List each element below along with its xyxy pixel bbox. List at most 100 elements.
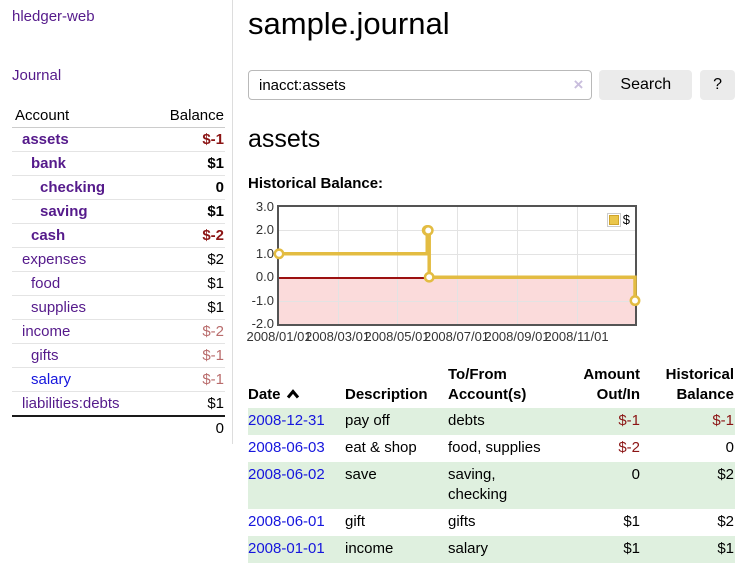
- account-balance: $-2: [202, 323, 224, 340]
- transaction-date-link[interactable]: 2008-06-03: [248, 439, 325, 456]
- chart-plot-area: $: [273, 205, 641, 326]
- account-link-salary[interactable]: salary: [31, 371, 72, 388]
- clear-search-icon[interactable]: ×: [573, 75, 584, 94]
- historical-balance-chart: 3.0 2.0 1.0 0.0 -1.0 -2.0: [246, 199, 735, 346]
- transaction-balance: $2: [717, 513, 734, 530]
- account-row: gifts $-1: [12, 344, 225, 368]
- transaction-amount: $-2: [618, 439, 640, 456]
- balance-line-series: [273, 224, 641, 307]
- account-row: cash $-2: [12, 224, 225, 248]
- account-row: saving $1: [12, 200, 225, 224]
- y-tick-label: -2.0: [251, 316, 274, 331]
- account-balance: $2: [207, 251, 224, 268]
- transaction-description: gift: [345, 513, 366, 530]
- account-link-liabilities-debts[interactable]: liabilities:debts: [22, 395, 120, 412]
- accounts-header-balance: Balance: [150, 104, 225, 128]
- sort-ascending-icon: [286, 389, 299, 399]
- register-row: 2008-12-31 pay off debts $-1 $-1: [248, 408, 735, 435]
- data-point-marker: [273, 248, 285, 260]
- transaction-accounts: food, supplies: [448, 439, 541, 456]
- x-tick-label: 2008/05/01: [364, 329, 430, 344]
- accounts-balance-table: Account Balance assets $-1 bank $1 check…: [12, 104, 225, 440]
- accounts-total-value: 0: [150, 415, 225, 440]
- chart-heading: Historical Balance:: [248, 175, 384, 192]
- account-link-cash[interactable]: cash: [31, 227, 66, 244]
- transaction-date-link[interactable]: 2008-12-31: [248, 412, 325, 429]
- gridline: [517, 207, 518, 324]
- account-link-saving[interactable]: saving: [40, 203, 88, 220]
- register-header-balance: Historical Balance: [665, 366, 734, 403]
- account-link-income[interactable]: income: [22, 323, 71, 340]
- x-tick-label: 2008/09/01: [484, 329, 550, 344]
- gridline: [279, 253, 635, 255]
- account-balance: $-1: [202, 371, 224, 388]
- transaction-date-link[interactable]: 2008-01-01: [248, 540, 325, 557]
- account-balance: $-1: [202, 347, 224, 364]
- account-balance: $-2: [202, 227, 224, 244]
- register-row: 2008-06-02 save saving, checking 0 $2: [248, 462, 735, 509]
- account-row: salary $-1: [12, 368, 225, 392]
- search-button[interactable]: Search: [599, 70, 693, 100]
- account-balance: $1: [207, 155, 224, 172]
- account-link-gifts[interactable]: gifts: [31, 347, 59, 364]
- transaction-date-link[interactable]: 2008-06-01: [248, 513, 325, 530]
- transaction-description: pay off: [345, 412, 390, 429]
- transaction-balance: $2: [717, 466, 734, 483]
- transaction-accounts: gifts: [448, 513, 476, 530]
- help-button[interactable]: ?: [700, 70, 735, 100]
- register-row: 2008-06-03 eat & shop food, supplies $-2…: [248, 435, 735, 462]
- register-row: 2008-06-01 gift gifts $1 $2: [248, 509, 735, 536]
- account-row: supplies $1: [12, 296, 225, 320]
- register-header-amount: Amount Out/In: [583, 366, 640, 403]
- gridline: [279, 300, 635, 302]
- account-balance: 0: [215, 179, 224, 196]
- account-row: expenses $2: [12, 248, 225, 272]
- account-balance: $1: [207, 275, 224, 292]
- transaction-amount: $1: [623, 540, 640, 557]
- data-point-marker: [422, 224, 434, 236]
- register-header-date[interactable]: Date: [248, 363, 345, 408]
- transaction-description: eat & shop: [345, 439, 417, 456]
- account-link-expenses[interactable]: expenses: [22, 251, 87, 268]
- gridline: [576, 207, 578, 324]
- page-title: sample.journal: [248, 6, 450, 41]
- account-row: bank $1: [12, 152, 225, 176]
- account-link-checking[interactable]: checking: [40, 179, 106, 196]
- account-row: checking 0: [12, 176, 225, 200]
- account-link-bank[interactable]: bank: [31, 155, 67, 172]
- transaction-accounts: debts: [448, 412, 485, 429]
- transaction-date-link[interactable]: 2008-06-02: [248, 466, 325, 483]
- transaction-amount: $-1: [618, 412, 640, 429]
- account-balance: $1: [207, 203, 224, 220]
- account-balance: $-1: [202, 131, 224, 148]
- account-page-title: assets: [248, 125, 321, 153]
- account-link-supplies[interactable]: supplies: [31, 299, 87, 316]
- account-row: income $-2: [12, 320, 225, 344]
- x-tick-label: 2008/03/01: [304, 329, 371, 344]
- account-balance: $1: [207, 299, 224, 316]
- transaction-amount: $1: [623, 513, 640, 530]
- account-row: liabilities:debts $1: [12, 392, 225, 416]
- transaction-balance: 0: [725, 439, 734, 456]
- y-tick-label: -1.0: [251, 293, 274, 308]
- accounts-header-account: Account: [12, 104, 151, 128]
- account-balance: $1: [207, 395, 224, 412]
- transaction-balance: $-1: [712, 412, 734, 429]
- search-input[interactable]: [248, 70, 593, 100]
- transaction-amount: 0: [631, 466, 640, 483]
- accounts-total-row: 0: [12, 415, 225, 440]
- legend-color-box: [606, 212, 621, 227]
- main-content: sample.journal × Search ? assets Histori…: [246, 0, 735, 563]
- transaction-description: save: [345, 466, 377, 483]
- sidebar-item-journal[interactable]: Journal: [12, 67, 62, 84]
- account-link-food[interactable]: food: [31, 275, 61, 292]
- y-tick-label: 2.0: [255, 222, 274, 237]
- app-title-link[interactable]: hledger-web: [12, 8, 95, 25]
- gridline: [337, 207, 339, 324]
- y-tick-label: 0.0: [255, 269, 274, 284]
- legend-label: $: [622, 212, 630, 227]
- transaction-balance: $1: [717, 540, 734, 557]
- transaction-description: income: [345, 540, 394, 557]
- account-link-assets[interactable]: assets: [22, 131, 69, 148]
